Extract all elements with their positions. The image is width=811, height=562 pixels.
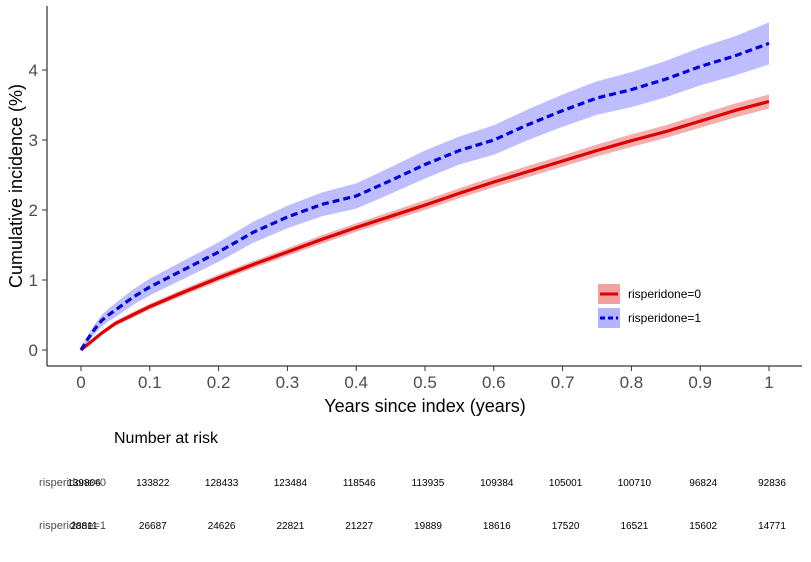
risk-count-cell: 139806 [67,478,101,489]
y-tick-label: 2 [29,201,38,220]
risk-count-cell: 92836 [758,478,786,489]
y-tick-label: 4 [29,61,38,80]
x-tick-label: 1 [764,373,773,392]
x-axis-title: Years since index (years) [324,396,525,416]
ci-band-risperidone-1 [81,22,769,351]
y-tick-label: 0 [29,341,38,360]
x-tick-label: 0.2 [207,373,231,392]
risk-counts: 139806 133822 128433 123484 118546 113935 1093… [67,478,786,532]
x-tick-label: 0.6 [482,373,506,392]
risk-count-cell: 133822 [136,478,170,489]
series-line-risperidone-0 [79,99,770,352]
x-tick-label: 0.1 [138,373,162,392]
x-tick-label: 0.4 [344,373,368,392]
risk-row-label-risperidone-1: risperidone=1 [39,520,106,532]
risk-count-cell: 96824 [689,478,717,489]
x-tick-label: 0.8 [620,373,644,392]
risk-table-title: Number at risk [114,430,219,447]
risk-count-cell: 109384 [480,478,514,489]
risk-count-cell: 118546 [343,478,376,489]
risk-row-label-risperidone-0: risperidone=0 [39,477,106,489]
risk-count-cell: 22821 [276,521,304,532]
risk-count-cell: 28811 [70,521,98,532]
number-at-risk-table: Number at risk risperidone=0 risperidone… [39,430,786,532]
y-tick-label: 3 [29,131,38,150]
risk-count-cell: 19889 [414,521,442,532]
y-axis-ticks: 0 1 2 3 4 [29,61,47,360]
risk-count-cell: 17520 [552,521,580,532]
risk-count-cell: 18616 [483,521,511,532]
y-tick-label: 1 [29,271,38,290]
risk-count-cell: 26687 [139,521,167,532]
x-tick-label: 0.5 [413,373,437,392]
x-axis-ticks: 0 0.1 0.2 0.3 0.4 0.5 0.6 0.7 0.8 0.9 1 [76,366,774,392]
legend: risperidone=0 risperidone=1 [598,284,701,328]
risk-count-cell: 15602 [689,521,717,532]
series-lines [79,41,770,352]
risk-count-cell: 24626 [208,521,236,532]
risk-count-cell: 123484 [274,478,308,489]
risk-count-cell: 14771 [758,521,786,532]
legend-label-risperidone-1: risperidone=1 [628,311,701,325]
y-axis-title: Cumulative incidence (%) [6,84,26,288]
risk-count-cell: 21227 [345,521,373,532]
x-tick-label: 0 [76,373,85,392]
risk-count-cell: 128433 [205,478,239,489]
x-tick-label: 0.9 [688,373,712,392]
risk-count-cell: 113935 [412,478,445,489]
legend-label-risperidone-0: risperidone=0 [628,287,701,301]
risk-count-cell: 100710 [618,478,652,489]
x-tick-label: 0.3 [276,373,300,392]
risk-count-cell: 105001 [549,478,583,489]
x-tick-label: 0.7 [551,373,575,392]
risk-count-cell: 16521 [620,521,648,532]
series-line-risperidone-1 [79,41,770,351]
